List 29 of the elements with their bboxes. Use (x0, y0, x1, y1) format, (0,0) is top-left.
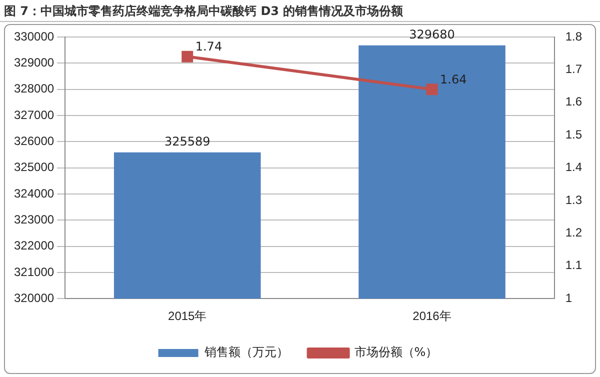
y-tick-label: 322000 (14, 238, 54, 253)
y-tick-label: 323000 (14, 212, 54, 226)
x-tick-label: 2015年 (168, 309, 207, 324)
chart-title: 图 7：中国城市零售药店终端竞争格局中碳酸钙 D3 的销售情况及市场份额 (0, 0, 600, 22)
data-label: 329680 (409, 27, 455, 42)
y2-tick-label: 1.7 (565, 62, 582, 76)
y2-tick-label: 1.5 (565, 127, 582, 142)
y-tick-label: 320000 (14, 290, 54, 305)
y-tick-label: 327000 (14, 108, 54, 122)
y-tick-label: 330000 (14, 29, 54, 44)
y-tick-label: 321000 (14, 264, 54, 279)
x-tick-label: 2016年 (412, 309, 452, 324)
y-tick-label: 324000 (14, 186, 54, 200)
y2-tick-label: 1 (565, 290, 572, 305)
y-tick-label: 325000 (14, 160, 54, 174)
data-label: 1.74 (195, 40, 222, 54)
legend-label: 销售额（万元） (203, 345, 288, 360)
y2-tick-label: 1.4 (565, 160, 582, 174)
y-tick-label: 329000 (14, 55, 54, 70)
data-label: 1.64 (440, 72, 467, 86)
y2-tick-label: 1.6 (565, 94, 582, 109)
data-label: 325589 (164, 134, 210, 149)
y2-tick-label: 1.2 (565, 226, 582, 240)
y2-tick-label: 1.3 (565, 192, 582, 207)
y2-tick-label: 1.1 (565, 258, 582, 272)
y-tick-label: 326000 (14, 134, 54, 148)
y2-tick-label: 1.8 (565, 29, 582, 44)
legend-label: 市场份额（%） (354, 345, 438, 360)
y-tick-label: 328000 (14, 82, 54, 96)
